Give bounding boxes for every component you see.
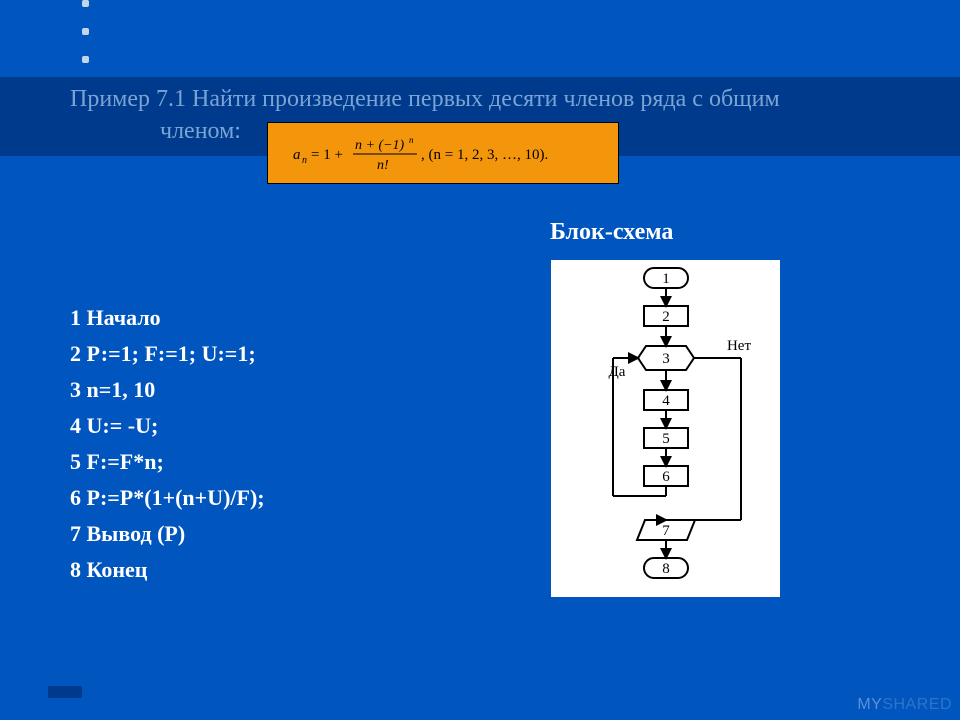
- flowchart-panel: 1 2 3 4 5 6 7 8 Да Нет: [551, 260, 780, 597]
- corner-accent: [48, 686, 82, 698]
- title-line1: Пример 7.1 Найти произведение первых дес…: [70, 86, 780, 112]
- svg-text:6: 6: [662, 469, 670, 485]
- title-line2: членом:: [160, 118, 241, 144]
- svg-text:1: 1: [662, 271, 670, 287]
- step-line: 8 Конец: [70, 552, 265, 588]
- algorithm-steps: 1 Начало2 Р:=1; F:=1; U:=1;3 n=1, 104 U:…: [70, 300, 265, 588]
- diagram-title: Блок-схема: [550, 219, 673, 246]
- step-line: 3 n=1, 10: [70, 372, 265, 408]
- svg-text:, (n = 1, 2, 3, …, 10).: , (n = 1, 2, 3, …, 10).: [421, 147, 548, 163]
- step-line: 4 U:= -U;: [70, 408, 265, 444]
- watermark-my: MY: [857, 696, 882, 713]
- formula-svg: an = 1 + n + (−1)nn!, (n = 1, 2, 3, …, 1…: [293, 131, 593, 175]
- watermark-shared: SHARED: [882, 696, 952, 713]
- svg-text:n + (−1): n + (−1): [355, 138, 405, 153]
- svg-text:n!: n!: [377, 158, 389, 173]
- svg-text:4: 4: [662, 393, 670, 409]
- step-line: 6 P:=P*(1+(n+U)/F);: [70, 480, 265, 516]
- svg-text:a: a: [293, 147, 301, 163]
- svg-text:n: n: [302, 155, 307, 166]
- svg-text:7: 7: [662, 523, 670, 539]
- bullet-dot: [82, 0, 89, 7]
- step-line: 1 Начало: [70, 300, 265, 336]
- svg-text:Нет: Нет: [727, 338, 751, 354]
- svg-text:2: 2: [662, 309, 670, 325]
- flowchart-svg: 1 2 3 4 5 6 7 8 Да Нет: [551, 260, 780, 597]
- svg-text:n: n: [409, 135, 414, 145]
- slide-bullets: [82, 0, 89, 84]
- svg-text:8: 8: [662, 561, 670, 577]
- watermark: MYSHARED: [857, 696, 952, 714]
- step-line: 2 Р:=1; F:=1; U:=1;: [70, 336, 265, 372]
- formula-box: an = 1 + n + (−1)nn!, (n = 1, 2, 3, …, 1…: [267, 122, 619, 184]
- bullet-dot: [82, 56, 89, 63]
- step-line: 7 Вывод (P): [70, 516, 265, 552]
- step-line: 5 F:=F*n;: [70, 444, 265, 480]
- svg-text:= 1 +: = 1 +: [311, 147, 343, 163]
- svg-text:Да: Да: [609, 364, 626, 380]
- svg-text:5: 5: [662, 431, 670, 447]
- svg-text:3: 3: [662, 351, 670, 367]
- bullet-dot: [82, 28, 89, 35]
